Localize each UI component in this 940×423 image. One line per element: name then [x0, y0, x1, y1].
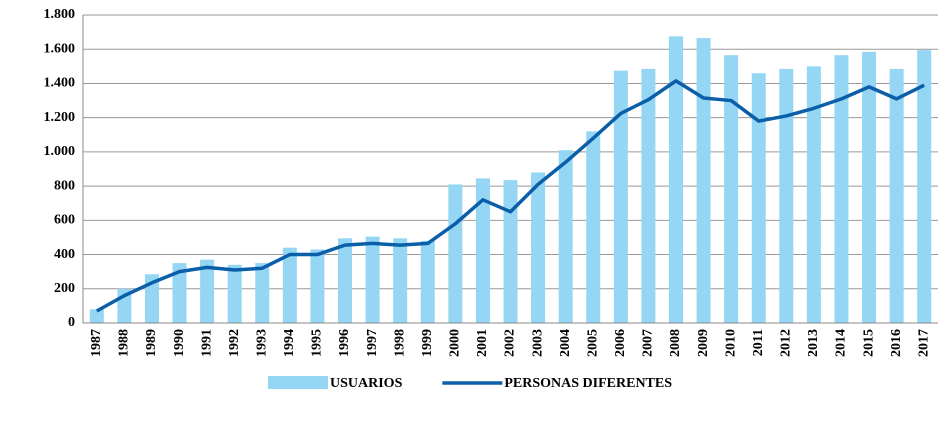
bar — [503, 180, 518, 323]
bar — [696, 38, 711, 323]
bar — [586, 131, 601, 323]
x-tick-label: 2012 — [779, 329, 794, 357]
bar — [282, 247, 297, 323]
bar — [338, 238, 353, 323]
y-tick-label: 800 — [54, 178, 75, 193]
x-tick-label: 2013 — [806, 329, 821, 357]
bar — [89, 309, 104, 323]
x-tick-label: 1996 — [337, 329, 352, 357]
x-tick-label: 1990 — [172, 329, 187, 357]
bar — [172, 263, 187, 323]
bar — [889, 68, 904, 324]
x-tick-label: 2017 — [916, 329, 931, 357]
x-tick-label: 2005 — [585, 329, 600, 357]
x-tick-label: 1999 — [420, 329, 435, 357]
x-tick-label: 1993 — [254, 329, 269, 357]
legend-swatch — [268, 376, 328, 389]
bar — [531, 172, 546, 323]
x-tick-label: 2006 — [613, 329, 628, 357]
y-tick-label: 1.400 — [44, 76, 76, 91]
x-tick-label: 2011 — [751, 329, 766, 356]
bar — [806, 66, 821, 323]
x-tick-label: 2000 — [448, 329, 463, 357]
x-tick-label: 1992 — [227, 329, 242, 357]
x-tick-label: 1994 — [282, 329, 297, 357]
x-tick-label: 2010 — [723, 329, 738, 357]
y-tick-label: 200 — [54, 281, 75, 296]
bar — [862, 51, 877, 324]
line — [95, 79, 925, 313]
bar — [448, 184, 463, 323]
y-tick-label: 1.000 — [44, 144, 76, 159]
y-tick-label: 600 — [54, 213, 75, 228]
bar — [779, 68, 794, 324]
bar — [668, 36, 683, 324]
x-tick-label: 1987 — [89, 329, 104, 357]
bar — [144, 274, 159, 323]
x-tick-label: 2014 — [834, 329, 849, 357]
x-tick-label: 2015 — [861, 329, 876, 357]
x-tick-label: 2003 — [530, 329, 545, 357]
x-tick-label: 2004 — [558, 329, 573, 357]
bar — [365, 236, 380, 323]
x-tick-label: 2001 — [475, 329, 490, 357]
bar — [200, 259, 215, 323]
bar — [310, 249, 325, 323]
x-tick-label: 1988 — [117, 329, 132, 357]
x-tick-label: 2008 — [668, 329, 683, 357]
x-tick-label: 1998 — [392, 329, 407, 357]
x-tick-label: 1997 — [365, 329, 380, 357]
y-tick-label: 1.800 — [44, 7, 76, 22]
bar — [393, 238, 408, 323]
bar — [475, 178, 490, 323]
x-tick-label: 2009 — [696, 329, 711, 357]
legend-label: PERSONAS DIFERENTES — [504, 376, 672, 391]
x-tick-label: 2007 — [641, 329, 656, 357]
bar — [751, 73, 766, 323]
bar — [917, 50, 932, 323]
x-tick-label: 1995 — [310, 329, 325, 357]
y-tick-label: 1.200 — [44, 110, 76, 125]
y-tick-label: 400 — [54, 247, 75, 262]
x-tick-label: 1991 — [199, 329, 214, 357]
x-tick-label: 2016 — [889, 329, 904, 357]
bar — [558, 150, 573, 323]
y-tick-label: 0 — [68, 315, 75, 330]
bar — [641, 68, 656, 324]
bar — [724, 55, 739, 323]
legend-label: USUARIOS — [330, 376, 403, 391]
bar — [227, 264, 242, 323]
bar — [255, 263, 270, 323]
bar — [613, 70, 628, 323]
bar — [834, 55, 849, 323]
bar — [420, 240, 435, 323]
x-tick-label: 1989 — [144, 329, 159, 357]
y-tick-label: 1.600 — [44, 41, 76, 56]
x-tick-label: 2002 — [503, 329, 518, 357]
